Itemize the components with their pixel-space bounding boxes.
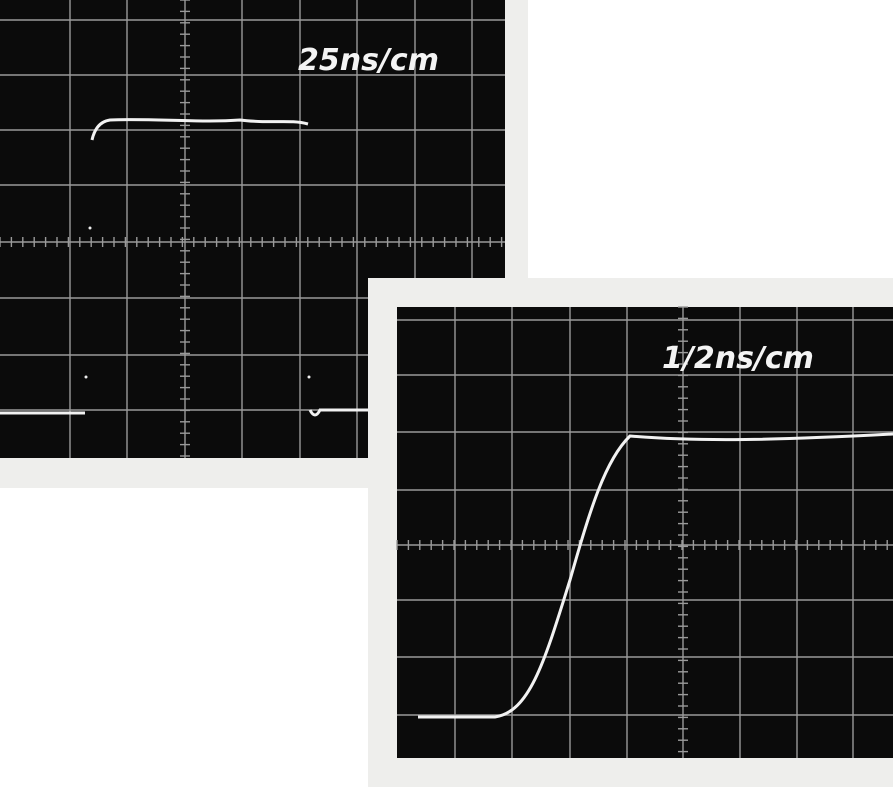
photo-label: 25ns/cm (298, 43, 439, 78)
dot (85, 376, 88, 379)
dot (89, 227, 92, 230)
dot (308, 376, 311, 379)
photo-label: 1/2ns/cm (662, 341, 814, 376)
scene: 25ns/cm 1/2ns/cm (0, 0, 893, 787)
